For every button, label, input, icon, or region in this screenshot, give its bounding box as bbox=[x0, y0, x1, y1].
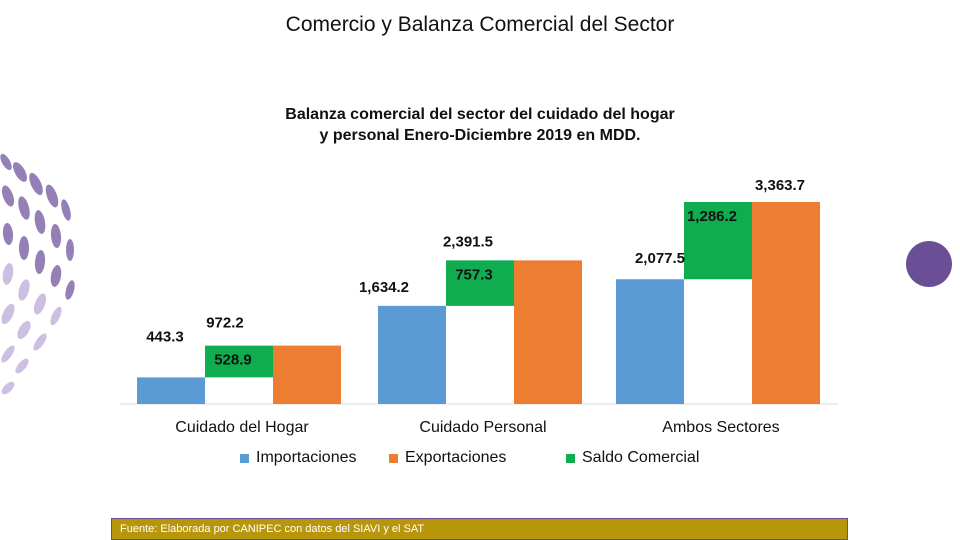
data-label-saldo-comercial-cuidado-personal: 757.3 bbox=[455, 266, 493, 283]
bar-exportaciones-ambos-sectores bbox=[752, 202, 820, 404]
legend-swatch-importaciones bbox=[240, 453, 249, 463]
data-label-saldo-comercial-ambos-sectores: 1,286.2 bbox=[687, 208, 737, 225]
bar-exportaciones-cuidado-personal bbox=[514, 260, 582, 404]
chart-title-line-1: Balanza comercial del sector del cuidado… bbox=[285, 106, 675, 123]
data-label-importaciones-cuidado-del-hogar: 443.3 bbox=[146, 328, 184, 345]
legend-item-saldo-comercial: Saldo Comercial bbox=[566, 449, 699, 467]
decorative-dots-pattern bbox=[0, 153, 75, 395]
data-label-importaciones-ambos-sectores: 2,077.5 bbox=[635, 250, 685, 267]
bar-exportaciones-cuidado-del-hogar bbox=[273, 345, 341, 404]
data-label-saldo-comercial-cuidado-del-hogar: 528.9 bbox=[214, 352, 252, 369]
bar-saldo-comercial-cuidado-personal bbox=[446, 260, 514, 306]
source-text: Fuente: Elaborada por CANIPEC con datos … bbox=[120, 523, 425, 535]
source-footer: Fuente: Elaborada por CANIPEC con datos … bbox=[111, 518, 848, 540]
legend-item-importaciones: Importaciones bbox=[240, 449, 357, 467]
data-label-importaciones-cuidado-personal: 1,634.2 bbox=[359, 279, 409, 296]
bar-saldo-comercial-ambos-sectores bbox=[684, 202, 752, 280]
data-label-exportaciones-cuidado-personal: 2,391.5 bbox=[443, 233, 493, 250]
page-title: Comercio y Balanza Comercial del Sector bbox=[285, 13, 675, 36]
category-label-cuidado-personal: Cuidado Personal bbox=[419, 419, 546, 436]
data-label-exportaciones-ambos-sectores: 3,363.7 bbox=[755, 177, 805, 194]
category-label-cuidado-del-hogar: Cuidado del Hogar bbox=[175, 419, 309, 436]
decorative-circle bbox=[906, 241, 952, 287]
legend-label-saldo-comercial: Saldo Comercial bbox=[582, 449, 700, 466]
legend-swatch-saldo-comercial bbox=[566, 453, 575, 463]
legend-label-exportaciones: Exportaciones bbox=[405, 449, 507, 466]
legend-swatch-exportaciones bbox=[389, 453, 398, 463]
bar-saldo-comercial-cuidado-del-hogar bbox=[205, 345, 273, 378]
data-label-exportaciones-cuidado-del-hogar: 972.2 bbox=[206, 315, 244, 332]
bar-importaciones-cuidado-del-hogar bbox=[137, 377, 205, 404]
bar-importaciones-ambos-sectores bbox=[616, 279, 684, 404]
legend-item-exportaciones: Exportaciones bbox=[389, 449, 506, 467]
category-label-ambos-sectores: Ambos Sectores bbox=[662, 419, 779, 436]
chart-title: Balanza comercial del sector del cuidado… bbox=[180, 104, 780, 146]
chart-legend: Importaciones Exportaciones Saldo Comerc… bbox=[0, 449, 960, 469]
legend-label-importaciones: Importaciones bbox=[256, 449, 357, 466]
chart-title-line-2: y personal Enero-Diciembre 2019 en MDD. bbox=[319, 127, 641, 144]
bar-importaciones-cuidado-personal bbox=[378, 305, 446, 404]
